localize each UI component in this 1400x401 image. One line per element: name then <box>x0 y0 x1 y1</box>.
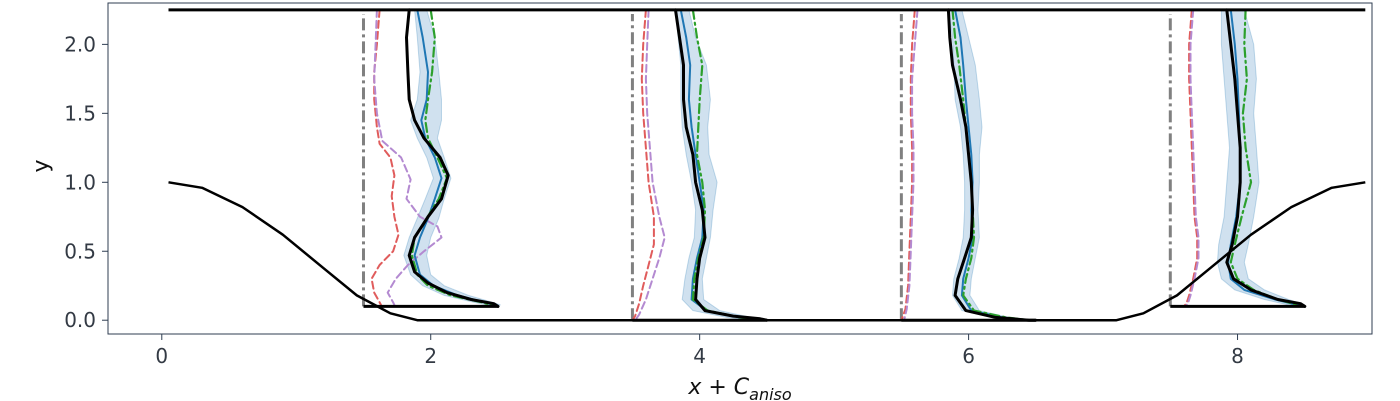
station-2-black-profile <box>674 8 769 322</box>
station-1-purple-profile <box>373 8 443 306</box>
y-tick-label: 1.0 <box>64 170 96 194</box>
y-tick-label: 2.0 <box>64 32 96 56</box>
station-3-black-profile <box>946 8 1038 322</box>
x-tick-label: 2 <box>424 344 437 368</box>
x-axis-label-subscript: aniso <box>749 385 792 401</box>
y-tick-label: 1.5 <box>64 101 96 125</box>
x-axis-label-main: x + C <box>687 375 749 400</box>
station-3-purple-profile <box>903 8 919 322</box>
channel-geometry <box>168 8 1366 322</box>
station-3-green-profile <box>951 8 1031 322</box>
station-1-black-profile <box>405 8 500 308</box>
station-1-uncertainty-band <box>403 9 501 306</box>
station-1-green-profile <box>410 8 493 307</box>
y-axis-label: y <box>29 159 54 172</box>
y-tick-label: 0.5 <box>64 239 96 263</box>
station-3-red-profile <box>900 8 916 322</box>
plot-frame <box>107 2 1373 335</box>
y-tick-label: 0.0 <box>64 308 96 332</box>
station-2-red-profile <box>631 8 655 322</box>
x-tick-label: 4 <box>693 344 706 368</box>
x-axis-label: x + Caniso <box>687 375 792 401</box>
x-tick-label: 6 <box>962 344 975 368</box>
x-tick-label: 0 <box>155 344 168 368</box>
station-4-red-profile <box>1182 8 1199 308</box>
station-4-black-profile <box>1225 8 1307 308</box>
axis-ticks: 0 2 4 6 8 0.0 0.5 1.0 1.5 2.0 <box>64 32 1244 368</box>
profile-series <box>361 8 1307 322</box>
bottom-wall-hill <box>168 181 1366 322</box>
station-4-purple-profile <box>1184 8 1200 308</box>
station-2-purple-profile <box>634 8 666 322</box>
x-tick-label: 8 <box>1231 344 1244 368</box>
